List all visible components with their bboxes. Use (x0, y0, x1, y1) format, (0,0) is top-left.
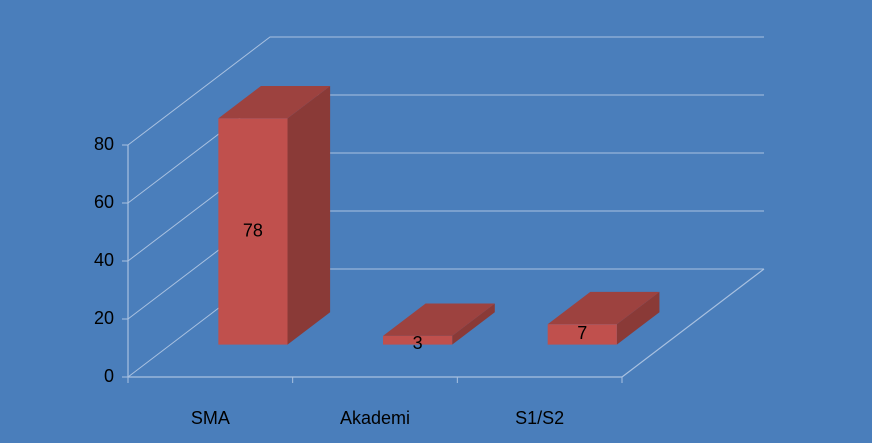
bar (383, 303, 495, 345)
data-label: 7 (577, 323, 587, 343)
bar-top (383, 303, 495, 336)
x-tick-label: SMA (191, 408, 230, 428)
data-label: 3 (413, 333, 423, 353)
floor-right-edge (621, 268, 765, 378)
bar-top (218, 86, 331, 119)
y-tick-label: 80 (94, 134, 114, 154)
bar-side (616, 291, 660, 345)
bar-side (287, 86, 331, 345)
bar-front (383, 335, 453, 345)
data-label: 78 (243, 220, 263, 240)
y-tick-label: 0 (104, 366, 114, 386)
y-tick-label: 20 (94, 308, 114, 328)
bar-top (547, 291, 660, 325)
y-tick-label: 40 (94, 250, 114, 270)
bar (547, 291, 660, 345)
x-tick-label: Akademi (340, 408, 410, 428)
grid-line (127, 36, 764, 146)
x-tick-label: S1/S2 (515, 408, 564, 428)
bar (218, 86, 331, 345)
bar-front (547, 324, 617, 345)
bar-side (452, 303, 495, 345)
bar-front (218, 118, 288, 345)
y-tick-label: 60 (94, 192, 114, 212)
